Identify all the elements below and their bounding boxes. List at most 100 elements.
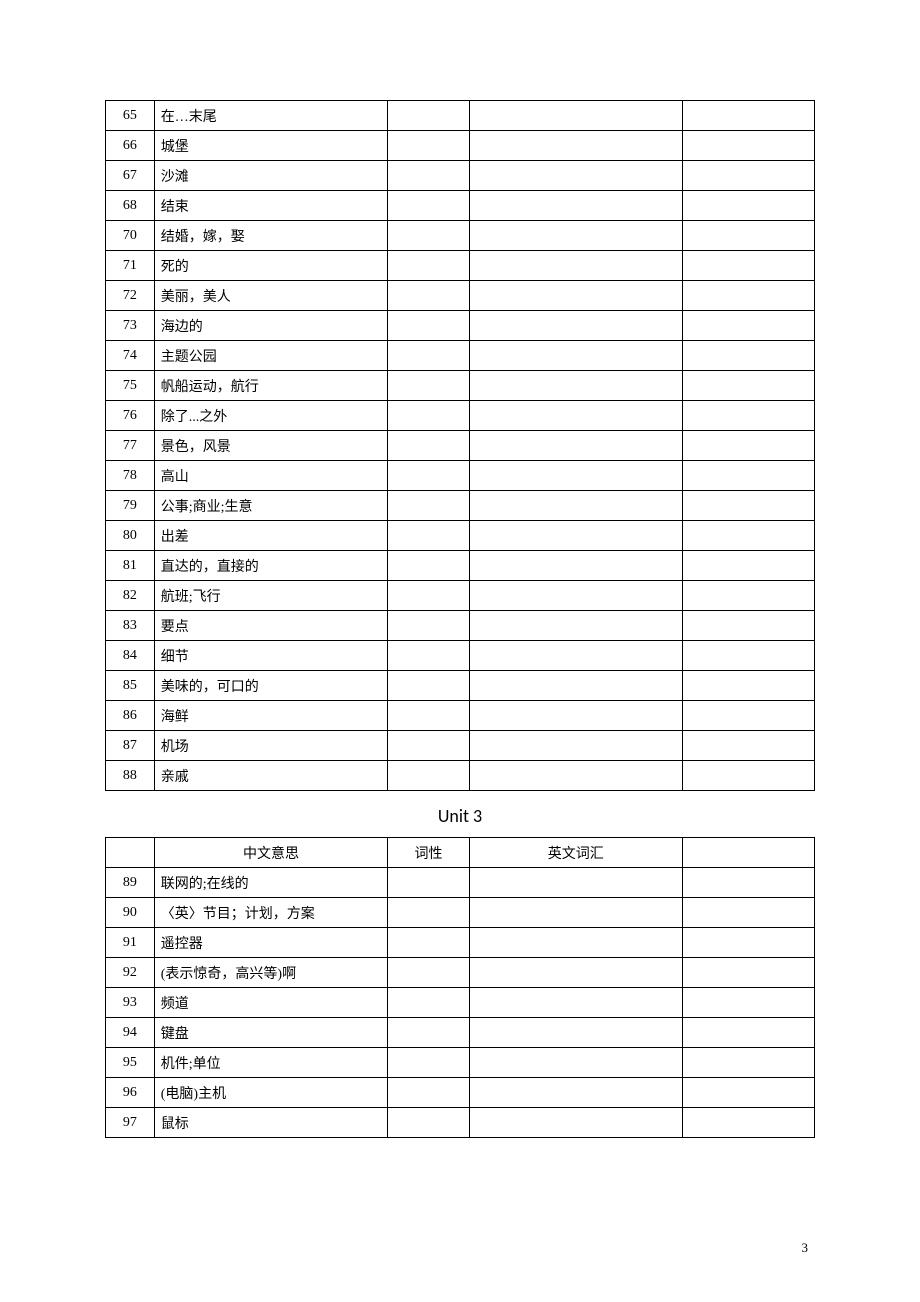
table-row: 65在…末尾	[106, 101, 815, 131]
table-row: 82航班;飞行	[106, 581, 815, 611]
english-word	[469, 581, 682, 611]
extra-cell	[682, 521, 814, 551]
table-row: 72美丽，美人	[106, 281, 815, 311]
extra-cell	[682, 551, 814, 581]
extra-cell	[682, 161, 814, 191]
extra-cell	[682, 401, 814, 431]
table-row: 66城堡	[106, 131, 815, 161]
english-word	[469, 161, 682, 191]
row-number: 96	[106, 1078, 155, 1108]
english-word	[469, 101, 682, 131]
extra-cell	[682, 221, 814, 251]
part-of-speech	[388, 731, 469, 761]
part-of-speech	[388, 701, 469, 731]
english-word	[469, 761, 682, 791]
extra-cell	[682, 101, 814, 131]
chinese-meaning: 机场	[154, 731, 388, 761]
part-of-speech	[388, 401, 469, 431]
table-row: 92(表示惊奇，高兴等)啊	[106, 958, 815, 988]
table-row: 71死的	[106, 251, 815, 281]
chinese-meaning: 要点	[154, 611, 388, 641]
part-of-speech	[388, 281, 469, 311]
row-number: 74	[106, 341, 155, 371]
table-row: 74主题公园	[106, 341, 815, 371]
chinese-meaning: 遥控器	[154, 928, 388, 958]
table-row: 90〈英〉节目；计划，方案	[106, 898, 815, 928]
table-row: 86海鲜	[106, 701, 815, 731]
extra-cell	[682, 131, 814, 161]
extra-cell	[682, 1108, 814, 1138]
table-row: 88亲戚	[106, 761, 815, 791]
table-row: 79公事;商业;生意	[106, 491, 815, 521]
chinese-meaning: 细节	[154, 641, 388, 671]
chinese-meaning: 景色，风景	[154, 431, 388, 461]
english-word	[469, 731, 682, 761]
extra-cell	[682, 671, 814, 701]
english-word	[469, 1018, 682, 1048]
row-number: 80	[106, 521, 155, 551]
part-of-speech	[388, 371, 469, 401]
page: 65在…末尾66城堡67沙滩68结束70结婚，嫁，娶71死的72美丽，美人73海…	[0, 0, 920, 1302]
english-word	[469, 371, 682, 401]
part-of-speech	[388, 958, 469, 988]
row-number: 72	[106, 281, 155, 311]
row-number: 91	[106, 928, 155, 958]
extra-cell	[682, 611, 814, 641]
chinese-meaning: 除了...之外	[154, 401, 388, 431]
header-ext	[682, 838, 814, 868]
part-of-speech	[388, 341, 469, 371]
row-number: 95	[106, 1048, 155, 1078]
english-word	[469, 1108, 682, 1138]
row-number: 71	[106, 251, 155, 281]
extra-cell	[682, 928, 814, 958]
chinese-meaning: 在…末尾	[154, 101, 388, 131]
english-word	[469, 988, 682, 1018]
chinese-meaning: 航班;飞行	[154, 581, 388, 611]
row-number: 83	[106, 611, 155, 641]
row-number: 93	[106, 988, 155, 1018]
extra-cell	[682, 988, 814, 1018]
part-of-speech	[388, 1048, 469, 1078]
english-word	[469, 521, 682, 551]
row-number: 84	[106, 641, 155, 671]
row-number: 67	[106, 161, 155, 191]
part-of-speech	[388, 671, 469, 701]
extra-cell	[682, 281, 814, 311]
english-word	[469, 311, 682, 341]
extra-cell	[682, 1048, 814, 1078]
english-word	[469, 671, 682, 701]
extra-cell	[682, 1018, 814, 1048]
table-row: 67沙滩	[106, 161, 815, 191]
table-row: 95机件;单位	[106, 1048, 815, 1078]
part-of-speech	[388, 251, 469, 281]
table-row: 76除了...之外	[106, 401, 815, 431]
table-row: 78高山	[106, 461, 815, 491]
chinese-meaning: 直达的，直接的	[154, 551, 388, 581]
english-word	[469, 341, 682, 371]
english-word	[469, 958, 682, 988]
part-of-speech	[388, 898, 469, 928]
english-word	[469, 281, 682, 311]
part-of-speech	[388, 461, 469, 491]
row-number: 78	[106, 461, 155, 491]
part-of-speech	[388, 101, 469, 131]
part-of-speech	[388, 521, 469, 551]
row-number: 66	[106, 131, 155, 161]
row-number: 76	[106, 401, 155, 431]
part-of-speech	[388, 611, 469, 641]
english-word	[469, 131, 682, 161]
row-number: 90	[106, 898, 155, 928]
part-of-speech	[388, 1078, 469, 1108]
row-number: 97	[106, 1108, 155, 1138]
part-of-speech	[388, 868, 469, 898]
table-row: 94键盘	[106, 1018, 815, 1048]
unit-title: Unit 3	[105, 791, 815, 837]
extra-cell	[682, 761, 814, 791]
english-word	[469, 611, 682, 641]
row-number: 75	[106, 371, 155, 401]
part-of-speech	[388, 551, 469, 581]
english-word	[469, 701, 682, 731]
extra-cell	[682, 898, 814, 928]
english-word	[469, 221, 682, 251]
part-of-speech	[388, 311, 469, 341]
